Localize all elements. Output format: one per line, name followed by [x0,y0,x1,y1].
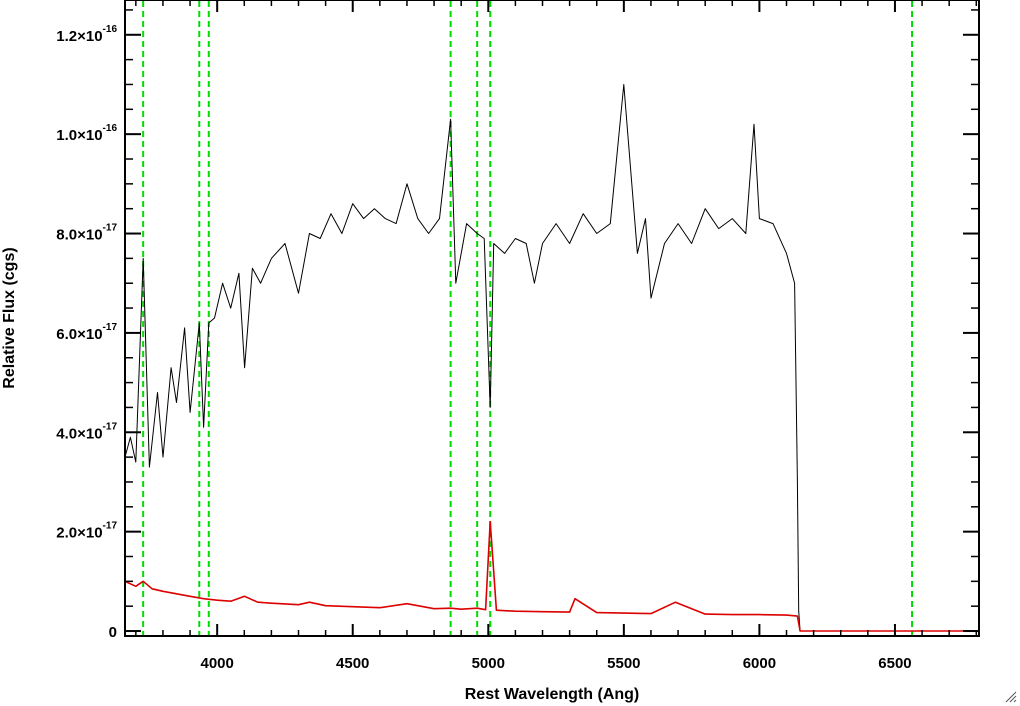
y-tick-label: 0 [109,624,117,641]
series-layer [124,84,979,632]
y-tick-label: 6.0×10-17 [56,322,117,343]
y-tick-label: 2.0×10-17 [56,521,117,542]
resize-grip-icon[interactable] [1003,689,1017,703]
y-axis-title: Relative Flux (cgs) [1,247,18,388]
x-axis-title: Rest Wavelength (Ang) [465,686,640,703]
x-tick-label: 5000 [472,655,505,672]
x-tick-label: 6000 [743,655,776,672]
y-tick-label: 1.0×10-16 [56,123,117,144]
spectrum-error-line [124,520,979,632]
tick-labels-layer: 4000 4500 5000 5500 6000 6500 0 2.0×10-17 4.0×10… [56,24,911,672]
spectrum-flux-line [124,84,979,632]
x-tick-label: 4500 [336,655,369,672]
x-tick-label: 5500 [607,655,640,672]
reference-lines-layer [142,1,914,635]
x-tick-label: 4000 [200,655,233,672]
y-tick-label: 4.0×10-17 [56,421,117,442]
y-tick-label: 8.0×10-17 [56,223,117,244]
x-tick-label: 6500 [878,655,911,672]
ticks-layer [125,0,979,636]
y-tick-label: 1.2×10-16 [56,24,117,45]
plot-frame [124,0,980,637]
